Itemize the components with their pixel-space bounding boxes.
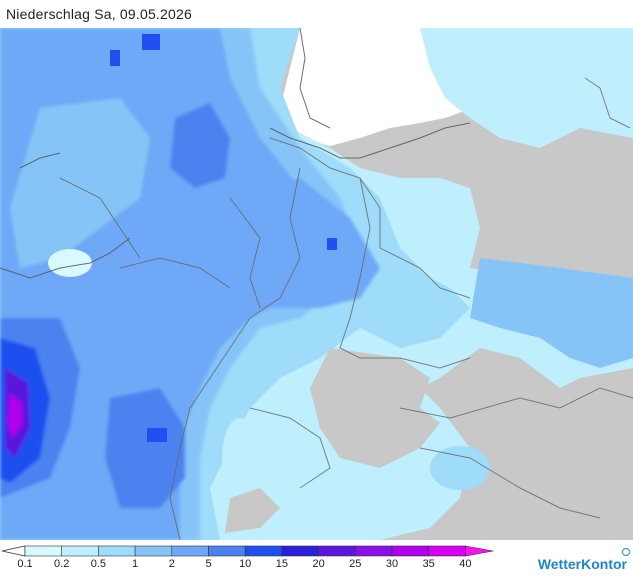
wetterkontor-brand[interactable]: WetterKontor: [537, 556, 627, 572]
precip-light-east: [420, 28, 633, 148]
legend-colorbar: [1, 545, 494, 557]
legend-swatch: [281, 545, 319, 557]
dry-switzerland: [225, 488, 280, 533]
legend-swatch: [171, 545, 209, 557]
legend-tick-label: 15: [275, 558, 289, 570]
map-title: Niederschlag Sa, 09.05.2026: [6, 6, 192, 22]
precip-2mm-germany: [230, 178, 380, 308]
legend-swatch: [208, 545, 246, 557]
legend-tick-label: 1: [132, 558, 139, 570]
precipitation-map[interactable]: [0, 28, 633, 540]
brand-logo-icon: [622, 548, 630, 556]
legend-swatch: [24, 545, 63, 557]
legend-swatch: [428, 545, 466, 557]
country-borders: [59, 77, 633, 540]
legend-arrow-right: [465, 545, 494, 557]
legend-swatch: [134, 545, 173, 557]
precip-light-pocket-3: [430, 446, 490, 490]
legend-swatch: [318, 545, 356, 557]
title-bar: Niederschlag Sa, 09.05.2026: [0, 0, 633, 28]
legend-tick-label: 30: [385, 558, 399, 570]
legend-arrow-left: [1, 545, 26, 557]
legend-tick-label: 0.2: [54, 558, 70, 570]
coastlines: [0, 28, 471, 279]
legend-tick-label: 35: [422, 558, 435, 570]
legend-swatch: [391, 545, 430, 557]
legend-swatch: [354, 545, 393, 557]
precip-light-pocket-2: [222, 418, 258, 498]
legend-tick-label: 2: [168, 558, 175, 570]
legend-tick-label: 25: [349, 558, 362, 570]
legend-swatch: [244, 545, 283, 557]
legend-tick-label: 0.1: [17, 558, 33, 570]
legend-swatch: [98, 545, 136, 557]
precip-5mm-north: [170, 103, 230, 188]
legend-swatch: [61, 545, 99, 557]
precip-5mm-france: [105, 388, 185, 508]
precip-band-east: [470, 258, 633, 368]
legend-tick-label: 0.5: [90, 558, 107, 570]
rain-cell-2: [327, 238, 337, 250]
legend-tick-label: 20: [312, 558, 325, 570]
rain-cell-3: [110, 50, 120, 66]
precip-20mm-core: [8, 393, 22, 438]
rain-cell-4: [142, 34, 160, 50]
legend-tick-label: 40: [459, 558, 472, 570]
legend-tick-label: 10: [239, 558, 252, 570]
precipitation-legend: 0.1 0.2 0.5 1 2 5 10 15 20 25 30 35 40 WetterKontor: [0, 540, 633, 580]
legend-tick-label: 5: [205, 558, 212, 570]
dry-alps: [310, 348, 440, 468]
precip-light-pocket: [48, 249, 92, 277]
precip-2mm-lowcountries: [10, 98, 150, 268]
rain-cell-1: [147, 428, 167, 442]
map-svg: [0, 28, 633, 540]
